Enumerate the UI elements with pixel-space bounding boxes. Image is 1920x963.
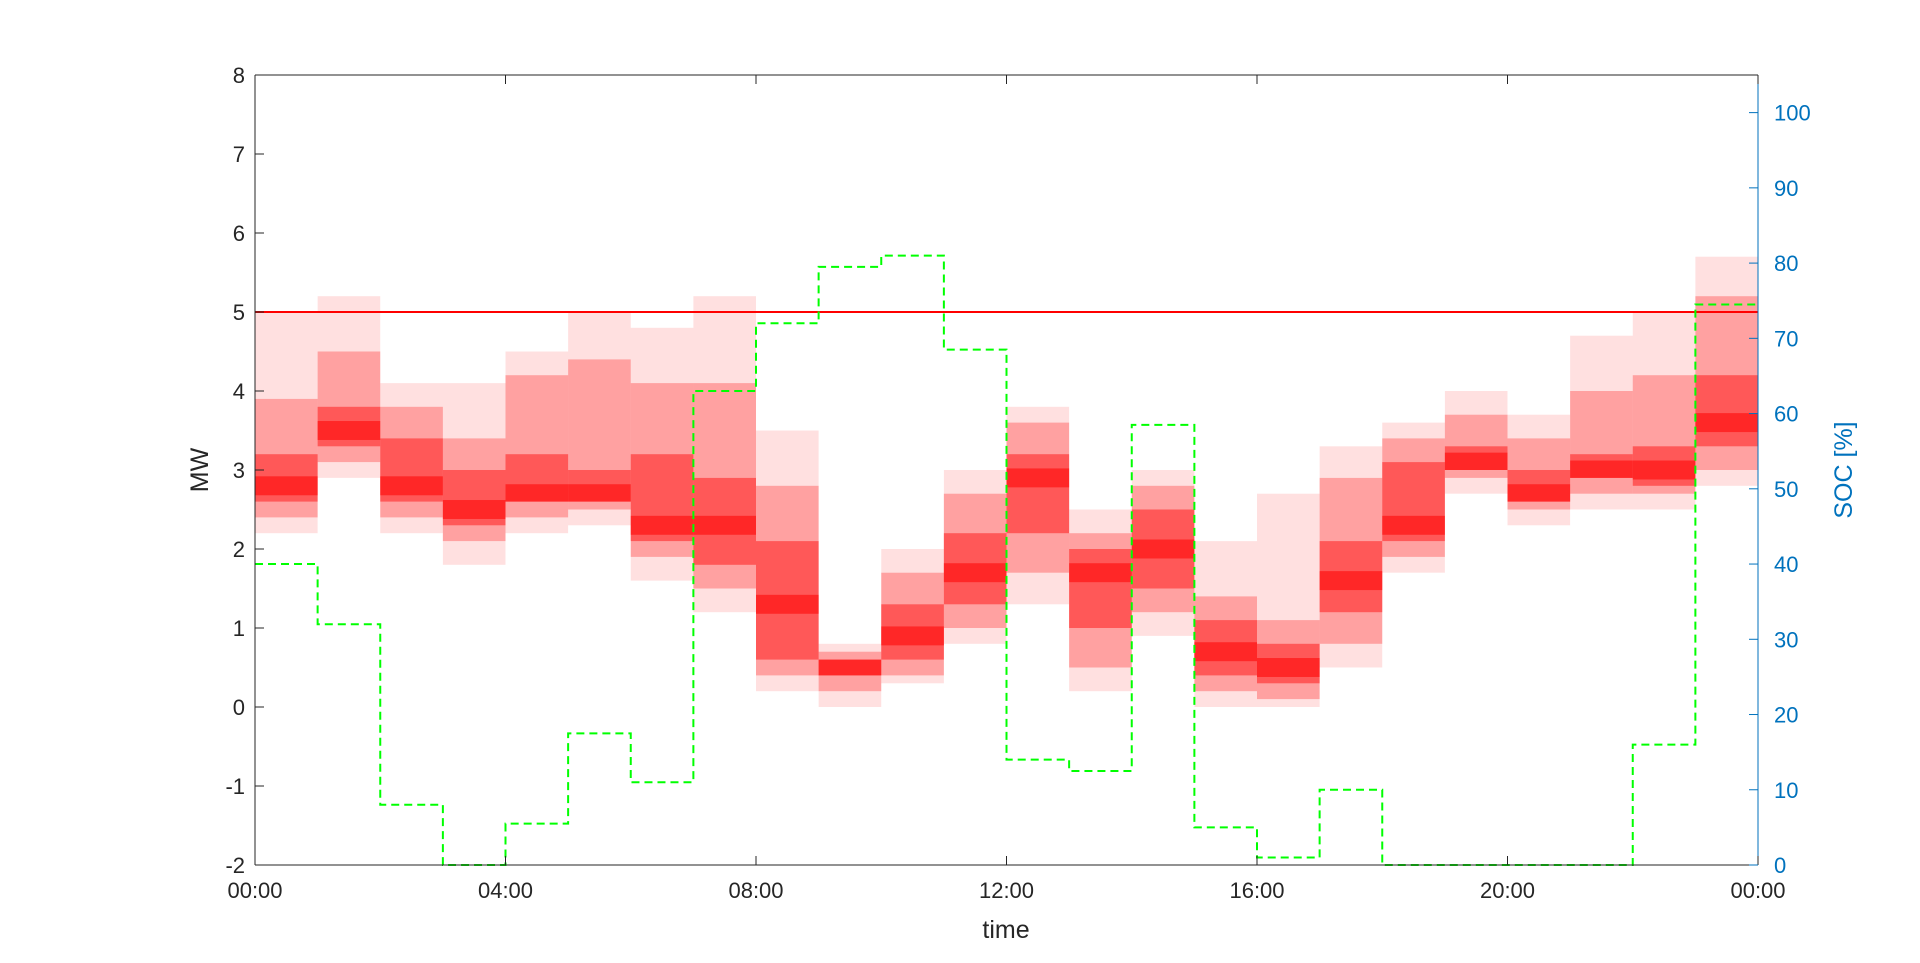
dist-band-outer-7 — [693, 296, 756, 613]
dist-band-p25-p75-12 — [1006, 454, 1070, 534]
dist-band-p10-p90-10 — [881, 572, 944, 676]
dist-median-18 — [1382, 515, 1445, 535]
x-tick-label-2: 08:00 — [728, 878, 783, 903]
dist-band-outer-18 — [1382, 422, 1445, 573]
dist-median-17 — [1319, 571, 1383, 591]
dist-band-outer-4 — [505, 351, 569, 534]
dist-median-21 — [1570, 460, 1633, 478]
dist-median-7 — [693, 515, 756, 535]
y-right-tick-label-1: 10 — [1774, 778, 1798, 803]
dist-band-outer-13 — [1069, 509, 1132, 692]
x-axis-title: time — [982, 916, 1029, 944]
x-tick-label-5: 20:00 — [1480, 878, 1535, 903]
dist-median-15 — [1194, 642, 1257, 662]
dist-median-10 — [881, 626, 944, 646]
dist-band-outer-19 — [1444, 391, 1508, 494]
dist-band-outer-20 — [1507, 414, 1571, 526]
dist-median-5 — [568, 484, 631, 502]
dist-median-20 — [1507, 484, 1571, 502]
dist-band-p10-p90-0 — [255, 398, 318, 518]
x-tick-label-1: 04:00 — [478, 878, 533, 903]
dist-median-14 — [1131, 539, 1195, 559]
axes: 00:00 04:00 08:00 12:00 16:00 20:00 00:00-2-10… — [225, 63, 1810, 903]
y-right-tick-label-8: 80 — [1774, 251, 1798, 276]
dist-band-p25-p75-23 — [1695, 375, 1758, 447]
dist-median-16 — [1257, 658, 1320, 677]
x-tick-label-6: 00:00 — [1730, 878, 1785, 903]
y-left-tick-label-6: 4 — [233, 379, 245, 404]
distribution-bands — [255, 256, 1758, 707]
dist-band-outer-0 — [255, 312, 318, 534]
dist-median-1 — [317, 421, 381, 440]
dist-band-outer-6 — [630, 327, 694, 581]
dist-median-2 — [380, 476, 443, 496]
dist-median-0 — [255, 476, 318, 496]
dist-band-p10-p90-13 — [1069, 533, 1132, 668]
y-right-tick-label-2: 20 — [1774, 703, 1798, 728]
y-right-tick-label-6: 60 — [1774, 402, 1798, 427]
dist-band-p10-p90-8 — [756, 485, 819, 676]
dist-band-outer-17 — [1319, 446, 1383, 668]
y-left-tick-label-0: -2 — [225, 853, 245, 878]
dist-median-11 — [943, 563, 1007, 583]
y-left-tick-label-7: 5 — [233, 300, 245, 325]
y-left-tick-label-10: 8 — [233, 63, 245, 88]
dist-band-p10-p90-17 — [1319, 477, 1383, 644]
y-right-tick-label-10: 100 — [1774, 101, 1811, 126]
y-left-tick-label-8: 6 — [233, 221, 245, 246]
x-tick-label-4: 16:00 — [1229, 878, 1284, 903]
dist-band-outer-10 — [881, 549, 944, 684]
dist-median-13 — [1069, 563, 1132, 583]
dist-band-p10-p90-23 — [1695, 296, 1758, 470]
y-left-tick-label-3: 1 — [233, 616, 245, 641]
dist-band-outer-1 — [317, 296, 381, 478]
dist-band-outer-2 — [380, 383, 443, 534]
dist-median-8 — [756, 594, 819, 614]
dist-median-4 — [505, 484, 569, 502]
dist-band-outer-11 — [943, 470, 1007, 644]
dist-band-outer-12 — [1006, 406, 1070, 605]
y-right-tick-label-3: 30 — [1774, 627, 1798, 652]
y-right-tick-label-0: 0 — [1774, 853, 1786, 878]
y-right-tick-label-9: 90 — [1774, 176, 1798, 201]
dist-band-outer-21 — [1570, 335, 1633, 510]
y-right-tick-label-5: 50 — [1774, 477, 1798, 502]
dist-band-p25-p75-13 — [1069, 549, 1132, 628]
dist-band-outer-3 — [442, 383, 506, 565]
dist-band-p10-p90-3 — [442, 438, 506, 542]
dist-median-12 — [1006, 468, 1070, 488]
x-tick-label-3: 12:00 — [979, 878, 1034, 903]
y-right-tick-label-7: 70 — [1774, 326, 1798, 351]
y-left-tick-label-9: 7 — [233, 142, 245, 167]
y-left-tick-label-2: 0 — [233, 695, 245, 720]
x-tick-label-0: 00:00 — [227, 878, 282, 903]
dist-band-outer-9 — [818, 643, 882, 707]
y-axis-title-right: SOC [%] — [1830, 421, 1858, 518]
dist-band-p10-p90-18 — [1382, 438, 1445, 557]
dist-median-23 — [1695, 413, 1758, 433]
y-left-tick-label-1: -1 — [225, 774, 245, 799]
dist-band-outer-8 — [756, 430, 819, 692]
dist-band-outer-15 — [1194, 541, 1257, 707]
dist-band-outer-23 — [1695, 256, 1758, 486]
dist-median-9 — [818, 659, 882, 676]
y-left-tick-label-5: 3 — [233, 458, 245, 483]
dist-band-p10-p90-2 — [380, 406, 443, 518]
y-left-tick-label-4: 2 — [233, 537, 245, 562]
dist-band-p10-p90-11 — [943, 493, 1007, 628]
dist-band-p10-p90-1 — [317, 351, 381, 463]
dist-median-6 — [630, 515, 694, 535]
y-right-tick-label-4: 40 — [1774, 552, 1798, 577]
dist-band-p10-p90-12 — [1006, 422, 1070, 573]
dist-band-p10-p90-7 — [693, 383, 756, 589]
dist-median-3 — [442, 500, 506, 519]
y-axis-title-left: MW — [186, 447, 214, 492]
dist-median-19 — [1444, 452, 1508, 470]
dist-median-22 — [1632, 460, 1696, 480]
dist-band-p10-p90-21 — [1570, 391, 1633, 494]
